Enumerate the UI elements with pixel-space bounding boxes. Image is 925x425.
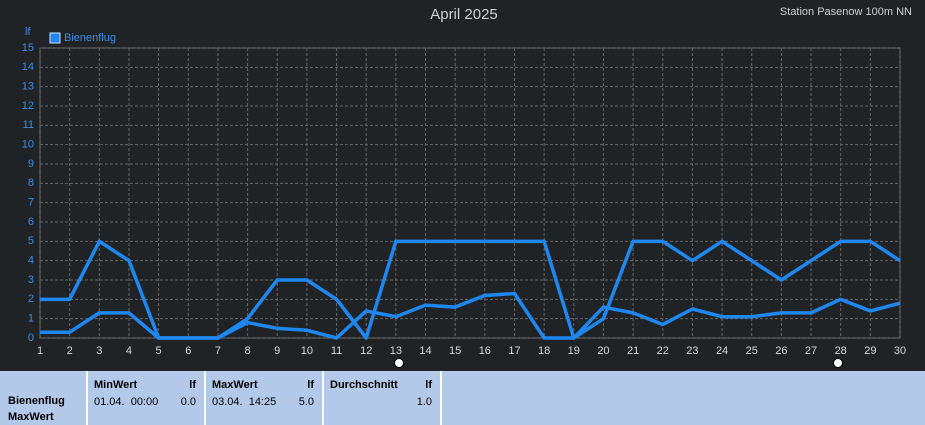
column: MinWert lf 01.04. 00:00 0.0 [88,371,206,425]
y-tick-label: 14 [22,61,34,73]
y-tick-label: 1 [28,313,34,325]
y-axis-label: lf [25,26,31,38]
value: 1.0 [416,396,432,408]
legend-swatch [49,32,61,44]
summary-table: Bienenflug MaxWert MinWert lf 01.04. 00:… [0,371,925,425]
x-tick-label: 5 [156,345,162,357]
x-tick-label: 30 [894,345,906,357]
x-tick-label: 11 [331,345,342,357]
header: MaxWert [212,379,258,391]
x-tick-label: 8 [245,345,251,357]
unit: lf [425,379,432,391]
y-tick-label: 15 [22,42,34,54]
station-label: Station Pasenow 100m NN [780,6,912,18]
header: MinWert [94,379,138,391]
x-tick-label: 25 [746,345,758,357]
x-tick-label: 29 [864,345,876,357]
x-tick-label: 2 [67,345,73,357]
x-tick-label: 24 [716,345,728,357]
y-tick-label: 10 [22,139,34,151]
x-tick-label: 14 [419,345,431,357]
moon-icon [833,358,843,368]
x-tick-label: 12 [360,345,372,357]
time: 01.04. 00:00 [94,396,159,408]
y-tick-label: 2 [28,293,34,305]
x-tick-label: 22 [657,345,669,357]
data-line [40,291,901,340]
x-tick-label: 9 [274,345,280,357]
y-tick-label: 12 [22,100,34,112]
header: Durchschnitt [330,379,398,391]
plot-frame [39,47,901,339]
x-tick-label: 23 [686,345,698,357]
x-tick-label: 26 [775,345,787,357]
legend-label: Bienenflug [64,32,116,44]
row-label: MaxWert [8,411,54,423]
x-tick-label: 6 [185,345,191,357]
y-tick-label: 4 [28,255,34,267]
moon-icon [394,358,404,368]
time: 03.04. 14:25 [212,396,277,408]
x-tick-label: 13 [390,345,402,357]
value: 5.0 [298,396,314,408]
x-tick-label: 16 [479,345,491,357]
value: 0.0 [180,396,196,408]
x-tick-label: 28 [835,345,847,357]
column: MaxWert lf 03.04. 14:25 5.0 [206,371,324,425]
y-tick-label: 11 [23,119,34,131]
unit: lf [307,379,314,391]
x-tick-label: 27 [805,345,817,357]
y-tick-label: 5 [28,235,34,247]
y-tick-label: 6 [28,216,34,228]
x-tick-label: 20 [597,345,609,357]
x-tick-label: 3 [96,345,102,357]
x-tick-label: 7 [215,345,221,357]
y-tick-label: 0 [28,332,34,344]
column: Durchschnitt lf 1.0 [324,371,442,425]
y-tick-label: 3 [28,274,34,286]
x-tick-label: 1 [37,345,43,357]
y-tick-label: 8 [28,177,34,189]
row-label: Bienenflug [8,395,65,407]
row-labels: Bienenflug MaxWert [0,371,88,425]
x-tick-label: 4 [126,345,132,357]
data-line [40,239,901,340]
y-tick-label: 13 [22,81,34,93]
y-tick-label: 7 [28,197,34,209]
x-tick-label: 15 [449,345,461,357]
unit: lf [189,379,196,391]
x-tick-label: 17 [508,345,520,357]
x-tick-label: 21 [627,345,639,357]
chart: April 2025 Station Pasenow 100m NN lf 01… [22,6,912,368]
x-tick-label: 19 [568,345,580,357]
y-tick-label: 9 [28,158,34,170]
x-tick-label: 18 [538,345,550,357]
x-tick-label: 10 [301,345,313,357]
chart-title: April 2025 [430,6,498,23]
